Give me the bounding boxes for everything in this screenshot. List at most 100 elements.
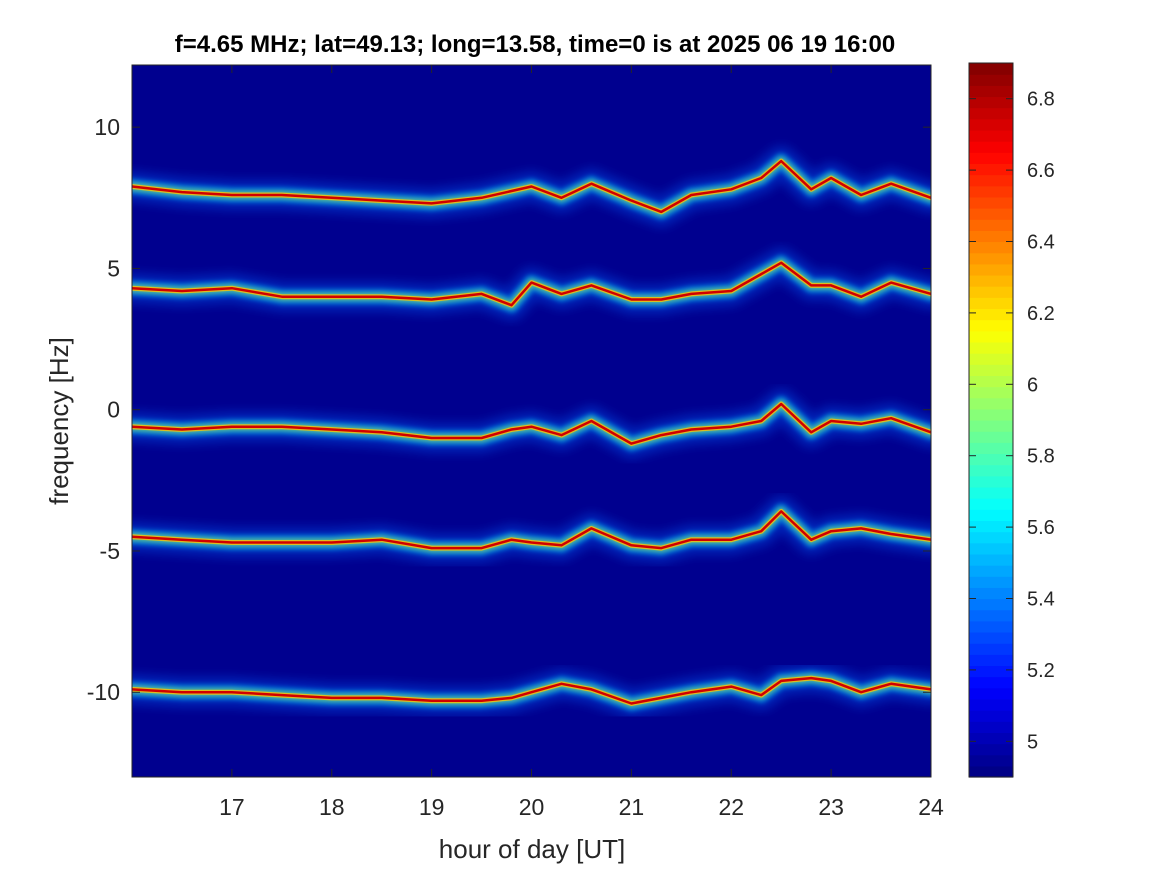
y-tick-label: 0 xyxy=(107,397,120,423)
trace-line xyxy=(132,261,931,307)
colorbar-band xyxy=(969,196,1013,209)
colorbar-band xyxy=(969,620,1013,633)
colorbar-tick-label: 6.8 xyxy=(1027,89,1055,111)
colorbar-band xyxy=(969,676,1013,689)
colorbar-band xyxy=(969,754,1013,767)
trace-band xyxy=(132,247,931,321)
colorbar-band xyxy=(969,654,1013,667)
colorbar-band xyxy=(969,163,1013,176)
colorbar-band xyxy=(969,375,1013,388)
colorbar-band xyxy=(969,341,1013,354)
colorbar-band xyxy=(969,698,1013,711)
colorbar-band xyxy=(969,96,1013,109)
colorbar-band xyxy=(969,598,1013,611)
colorbar-band xyxy=(969,475,1013,488)
x-axis-label: hour of day [UT] xyxy=(439,834,625,864)
colorbar-band xyxy=(969,85,1013,98)
colorbar-frame xyxy=(968,62,1014,778)
y-tick-label: -10 xyxy=(87,679,120,705)
colorbar-band xyxy=(969,431,1013,443)
colorbar-band xyxy=(969,531,1013,544)
colorbar-band xyxy=(969,509,1013,522)
colorbar-tick-label: 6.6 xyxy=(1027,160,1055,182)
colorbar-band xyxy=(969,208,1013,220)
chart-title: f=4.65 MHz; lat=49.13; long=13.58, time=… xyxy=(175,31,895,58)
colorbar-band xyxy=(969,230,1013,243)
colorbar-band xyxy=(969,286,1013,298)
x-tick-label: 20 xyxy=(519,794,545,820)
colorbar-band xyxy=(969,263,1013,276)
colorbar-band xyxy=(969,152,1013,165)
y-axis-label: frequency [Hz] xyxy=(44,337,74,505)
trace-band xyxy=(132,496,931,564)
trace-line xyxy=(132,676,931,705)
colorbar-band xyxy=(969,330,1013,343)
colorbar-band xyxy=(969,241,1013,254)
trace-band xyxy=(132,389,931,459)
colorbar-band xyxy=(969,520,1013,533)
colorbar-band xyxy=(969,442,1013,455)
colorbar-band xyxy=(969,609,1013,622)
colorbar-band xyxy=(969,721,1013,733)
trace-band xyxy=(132,663,931,719)
colorbar-tick-label: 6.4 xyxy=(1027,232,1055,254)
x-tick-label: 24 xyxy=(918,794,944,820)
colorbar-band xyxy=(969,74,1013,86)
colorbar-band xyxy=(969,319,1013,332)
colorbar-tick-label: 6 xyxy=(1027,374,1038,396)
colorbar-tick-label: 5.2 xyxy=(1027,660,1055,682)
x-axis-ticks: 17 18 19 20 21 22 23 24 xyxy=(219,65,944,820)
colorbar-band xyxy=(969,408,1013,421)
colorbar-band xyxy=(969,576,1013,588)
colorbar-band xyxy=(969,710,1013,722)
colorbar-band xyxy=(969,219,1013,231)
colorbar-band xyxy=(969,464,1013,477)
trace-line xyxy=(132,159,931,214)
colorbar-band xyxy=(969,364,1013,376)
y-axis-ticks: 10 5 0 -5 -10 xyxy=(87,114,931,705)
colorbar-band xyxy=(969,308,1013,321)
colorbar-band xyxy=(969,353,1013,365)
colorbar-band xyxy=(969,587,1013,600)
trace-line xyxy=(132,402,931,445)
x-tick-label: 21 xyxy=(619,794,645,820)
colorbar-band xyxy=(969,453,1013,466)
colorbar-band xyxy=(969,631,1013,644)
colorbar-band xyxy=(969,498,1013,510)
colorbar-band xyxy=(969,486,1013,499)
x-tick-label: 19 xyxy=(419,794,445,820)
colorbar-band xyxy=(969,252,1013,265)
colorbar-band xyxy=(969,297,1013,310)
colorbar-band xyxy=(969,185,1013,198)
x-tick-label: 18 xyxy=(319,794,345,820)
colorbar xyxy=(969,63,1013,778)
y-tick-label: 5 xyxy=(107,255,120,281)
colorbar-band xyxy=(969,118,1013,131)
colorbar-band xyxy=(969,420,1013,432)
colorbar-tick-label: 5.6 xyxy=(1027,517,1055,539)
x-tick-label: 17 xyxy=(219,794,245,820)
y-tick-label: 10 xyxy=(94,114,120,140)
colorbar-tick-label: 5.4 xyxy=(1027,589,1055,611)
colorbar-band xyxy=(969,542,1013,555)
colorbar-band xyxy=(969,174,1013,187)
trace-line xyxy=(132,510,931,550)
colorbar-ticks: 5 5.2 5.4 5.6 5.8 6 6.2 6.4 6.6 6.8 xyxy=(969,89,1055,753)
colorbar-band xyxy=(969,397,1013,410)
colorbar-band xyxy=(969,643,1013,655)
colorbar-band xyxy=(969,732,1013,745)
trace-band xyxy=(132,146,931,227)
colorbar-band xyxy=(969,274,1013,287)
colorbar-band xyxy=(969,565,1013,577)
colorbar-band xyxy=(969,141,1013,153)
colorbar-band xyxy=(969,687,1013,700)
colorbar-band xyxy=(969,107,1013,120)
colorbar-band xyxy=(969,386,1013,399)
colorbar-tick-label: 5 xyxy=(1027,731,1038,753)
colorbar-band xyxy=(969,765,1013,778)
spectral-traces xyxy=(132,146,931,719)
x-tick-label: 23 xyxy=(818,794,844,820)
colorbar-tick-label: 5.8 xyxy=(1027,446,1055,468)
colorbar-band xyxy=(969,743,1013,756)
